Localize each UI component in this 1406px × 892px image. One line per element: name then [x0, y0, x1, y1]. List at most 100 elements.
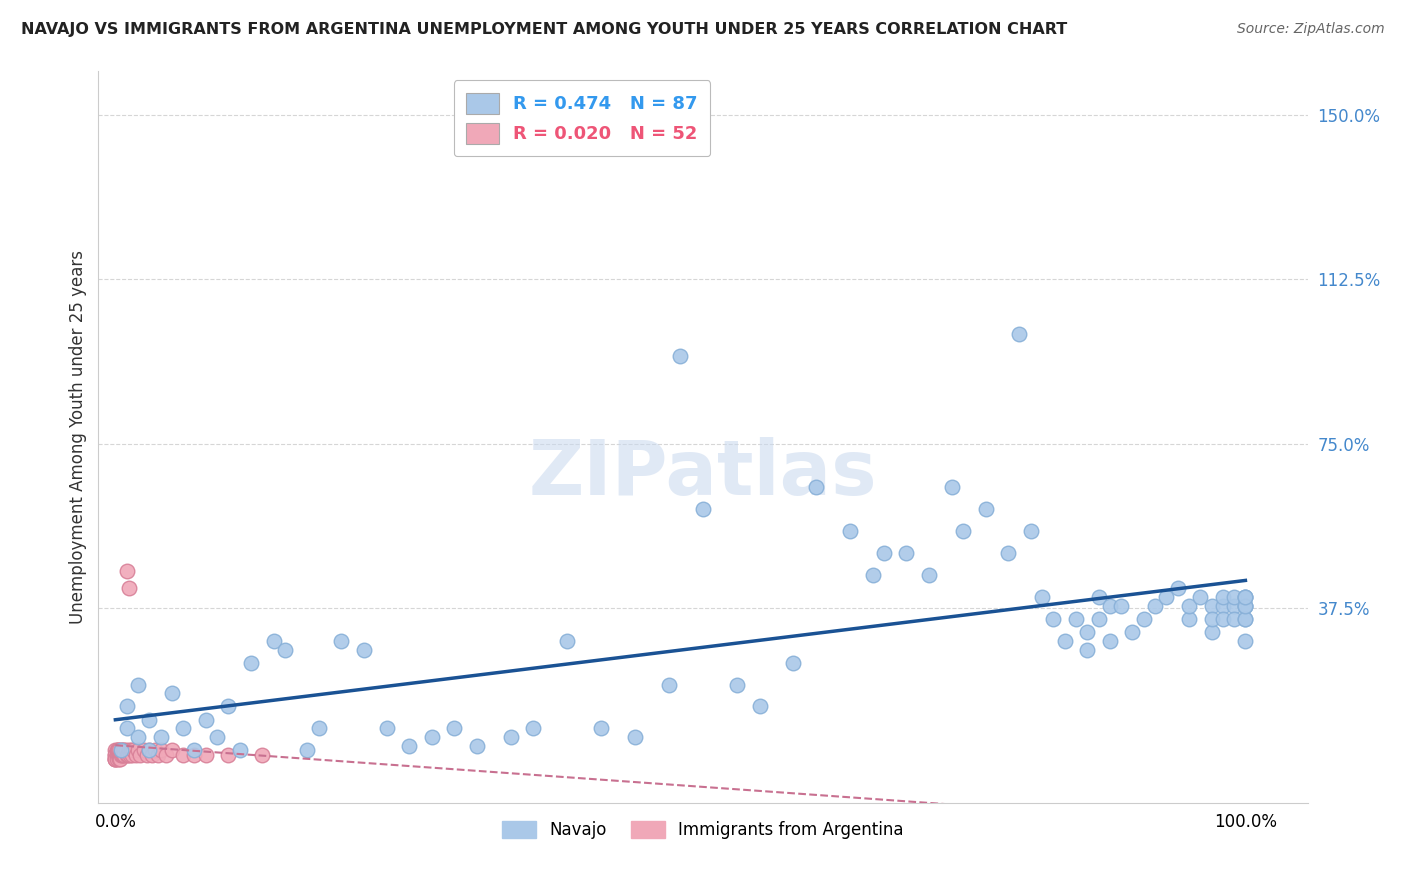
Point: [1189, 590, 1212, 604]
Point: [1212, 599, 1234, 613]
Point: [149, 743, 172, 757]
Point: [114, 743, 136, 757]
Point: [974, 502, 997, 516]
Point: [1234, 590, 1257, 604]
Point: [862, 568, 884, 582]
Point: [1212, 612, 1234, 626]
Point: [120, 743, 142, 757]
Point: [127, 730, 149, 744]
Point: [172, 722, 194, 736]
Point: [110, 747, 132, 762]
Point: [183, 743, 205, 757]
Point: [138, 713, 160, 727]
Point: [1234, 633, 1257, 648]
Point: [1042, 612, 1064, 626]
Text: Source: ZipAtlas.com: Source: ZipAtlas.com: [1237, 22, 1385, 37]
Point: [1031, 590, 1053, 604]
Point: [141, 747, 163, 762]
Point: [148, 747, 170, 762]
Point: [172, 747, 194, 762]
Point: [1212, 590, 1234, 604]
Point: [104, 752, 127, 766]
Text: NAVAJO VS IMMIGRANTS FROM ARGENTINA UNEMPLOYMENT AMONG YOUTH UNDER 25 YEARS CORR: NAVAJO VS IMMIGRANTS FROM ARGENTINA UNEM…: [21, 22, 1067, 37]
Point: [107, 743, 129, 757]
Point: [465, 739, 488, 753]
Point: [398, 739, 420, 753]
Point: [1234, 590, 1257, 604]
Point: [117, 747, 139, 762]
Point: [658, 677, 681, 691]
Point: [1234, 599, 1257, 613]
Point: [1178, 599, 1201, 613]
Point: [217, 747, 239, 762]
Point: [136, 747, 159, 762]
Point: [105, 743, 128, 757]
Point: [205, 730, 228, 744]
Point: [263, 633, 285, 648]
Point: [183, 747, 205, 762]
Point: [1019, 524, 1042, 539]
Point: [1234, 612, 1257, 626]
Point: [692, 502, 714, 516]
Point: [375, 722, 398, 736]
Point: [104, 747, 127, 762]
Point: [115, 747, 138, 762]
Point: [127, 743, 149, 757]
Point: [194, 713, 217, 727]
Point: [121, 747, 143, 762]
Point: [217, 699, 239, 714]
Point: [1143, 599, 1166, 613]
Point: [330, 633, 353, 648]
Point: [127, 677, 149, 691]
Point: [1178, 612, 1201, 626]
Point: [1167, 581, 1189, 595]
Point: [1109, 599, 1132, 613]
Point: [115, 722, 138, 736]
Point: [125, 747, 148, 762]
Point: [308, 722, 330, 736]
Text: ZIPatlas: ZIPatlas: [529, 437, 877, 510]
Point: [118, 743, 141, 757]
Point: [997, 546, 1019, 560]
Point: [1234, 599, 1257, 613]
Point: [122, 743, 145, 757]
Point: [1201, 599, 1223, 613]
Point: [160, 743, 183, 757]
Point: [112, 747, 135, 762]
Point: [194, 747, 217, 762]
Point: [443, 722, 465, 736]
Point: [1223, 590, 1246, 604]
Point: [104, 752, 127, 766]
Point: [107, 743, 129, 757]
Point: [108, 752, 131, 766]
Point: [108, 747, 131, 762]
Point: [725, 677, 748, 691]
Point: [1076, 642, 1098, 657]
Point: [941, 480, 963, 494]
Point: [669, 349, 692, 363]
Point: [896, 546, 918, 560]
Y-axis label: Unemployment Among Youth under 25 years: Unemployment Among Youth under 25 years: [69, 250, 87, 624]
Point: [804, 480, 827, 494]
Point: [1076, 625, 1098, 640]
Point: [1201, 625, 1223, 640]
Point: [918, 568, 941, 582]
Point: [1156, 590, 1178, 604]
Legend: Navajo, Immigrants from Argentina: Navajo, Immigrants from Argentina: [496, 814, 910, 846]
Point: [228, 743, 250, 757]
Point: [353, 642, 375, 657]
Point: [155, 747, 177, 762]
Point: [499, 730, 522, 744]
Point: [782, 656, 804, 670]
Point: [624, 730, 647, 744]
Point: [111, 743, 134, 757]
Point: [107, 743, 129, 757]
Point: [1098, 599, 1121, 613]
Point: [274, 642, 297, 657]
Point: [252, 747, 274, 762]
Point: [1234, 612, 1257, 626]
Point: [111, 747, 134, 762]
Point: [120, 747, 142, 762]
Point: [138, 743, 160, 757]
Point: [107, 752, 129, 766]
